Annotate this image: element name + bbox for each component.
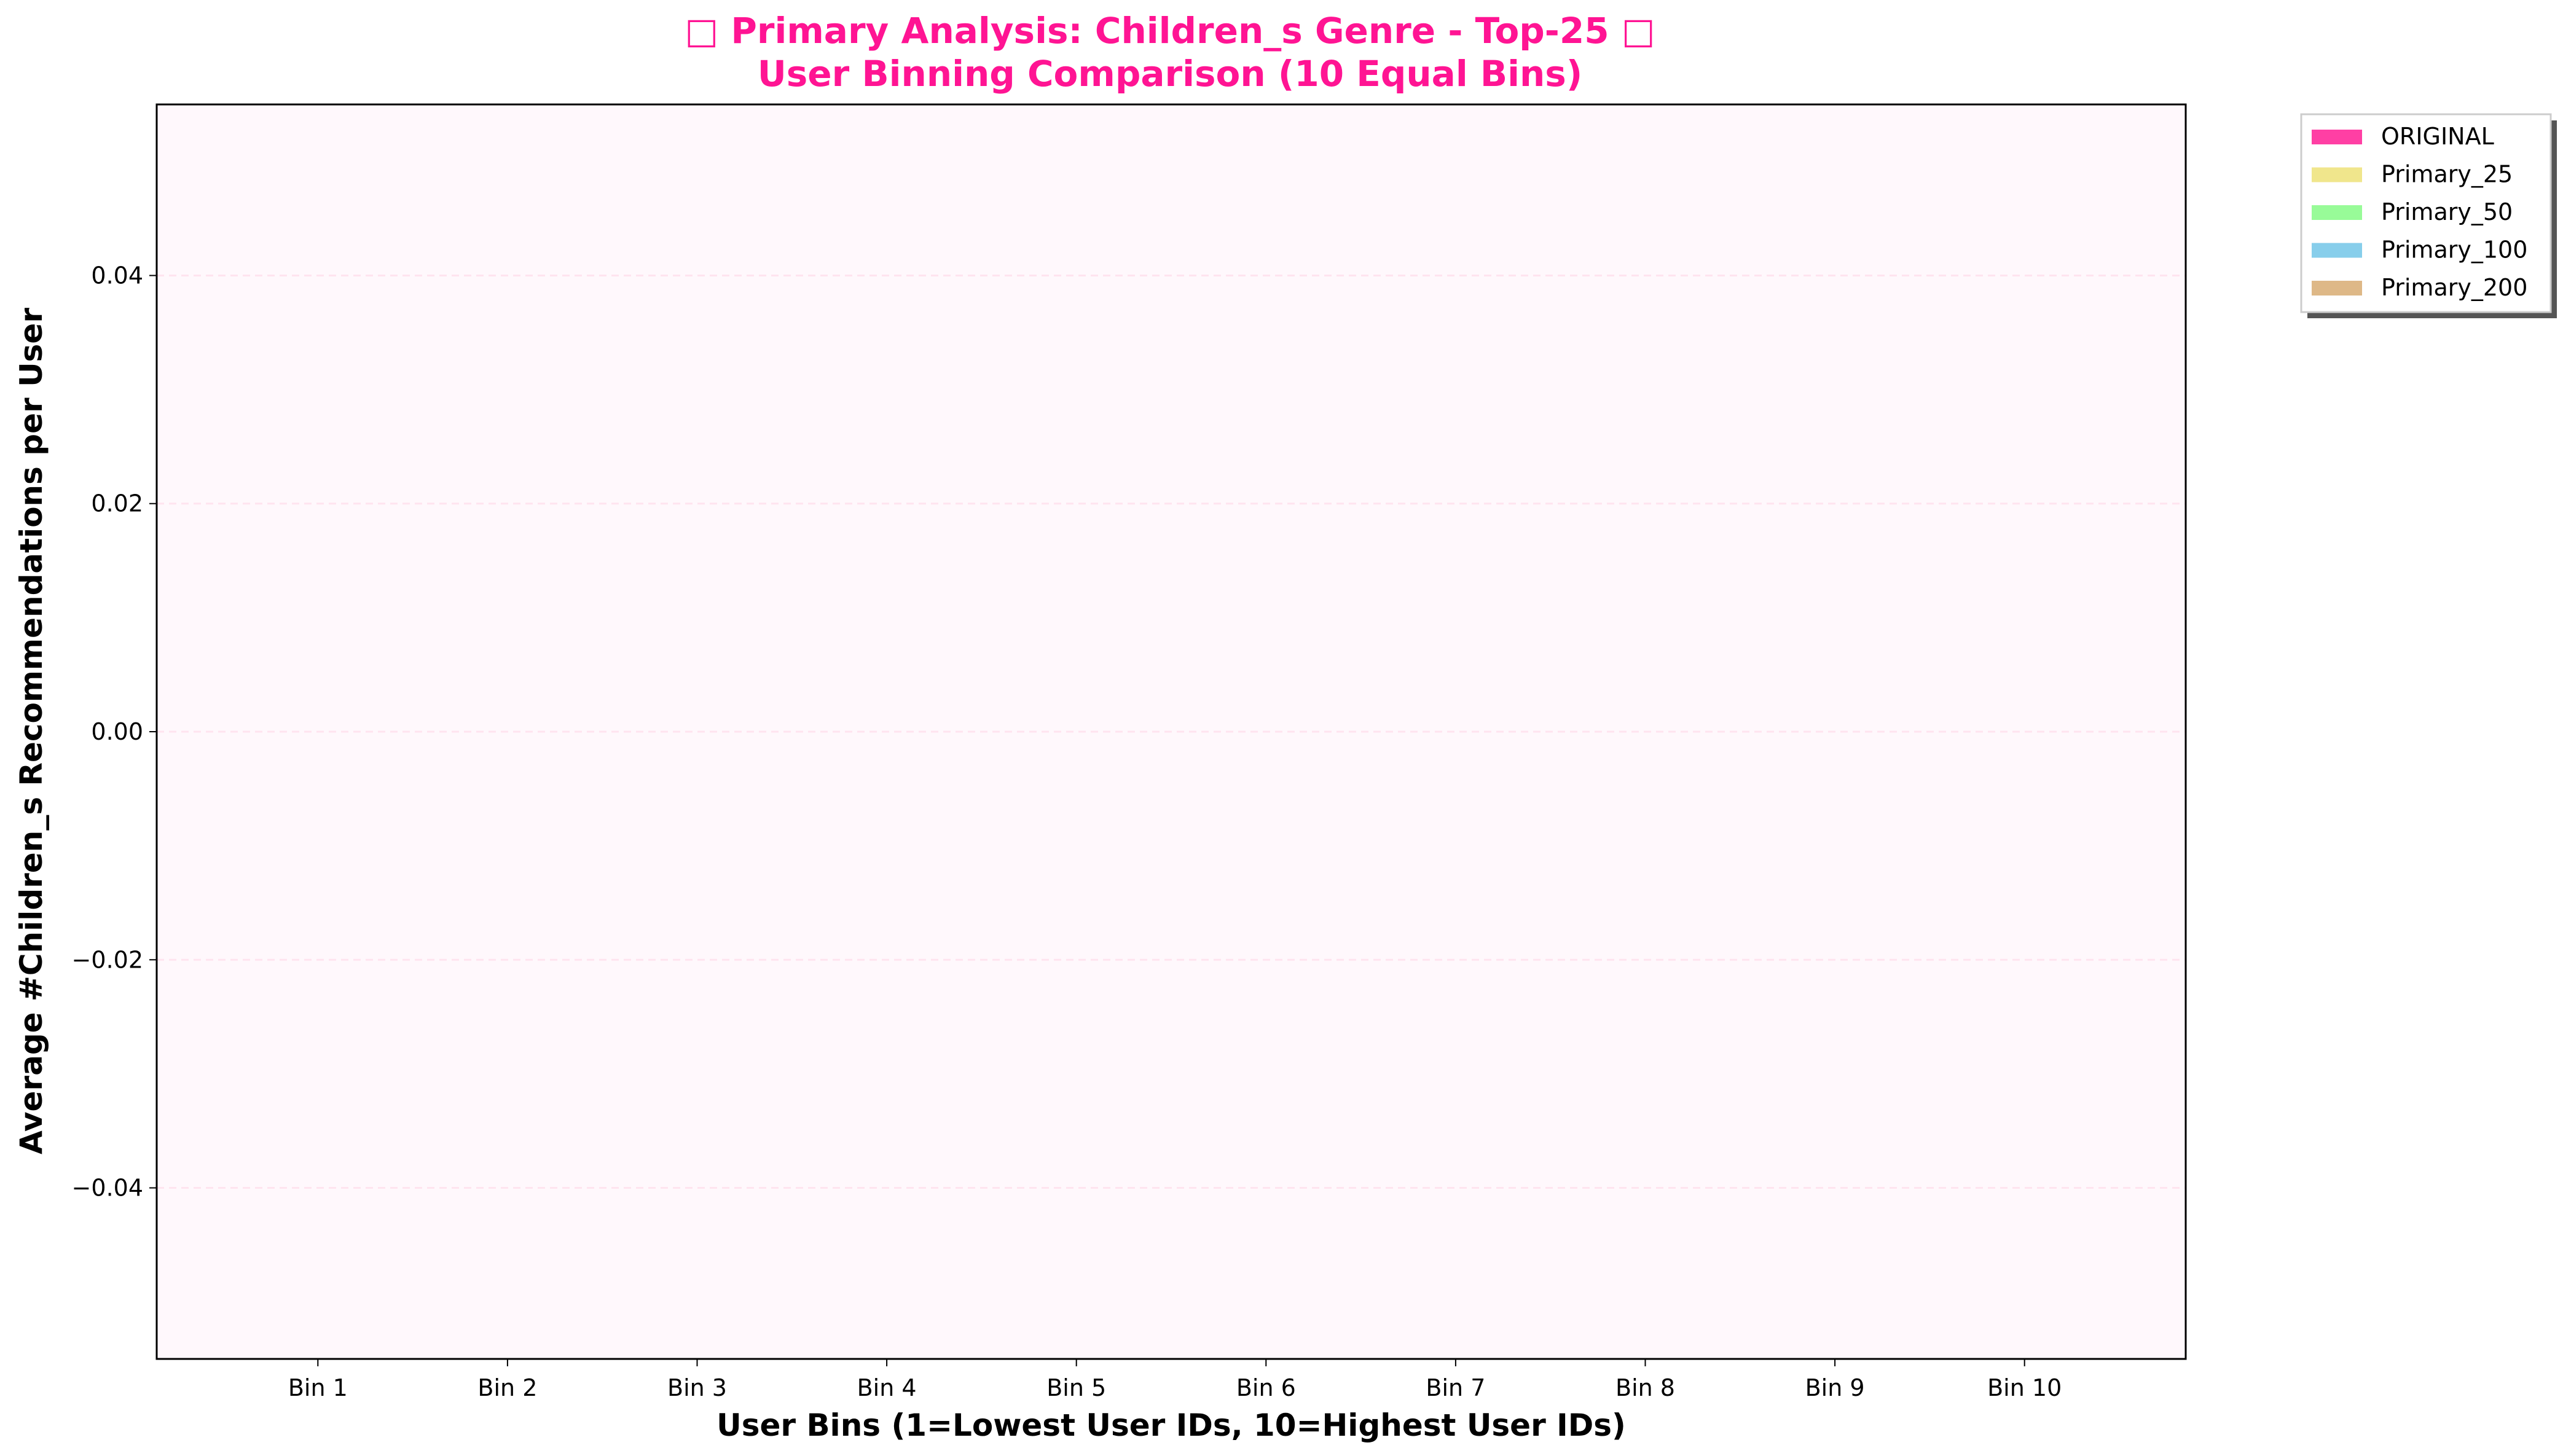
y-axis-label: Average #Children_s Recommendations per … [14, 308, 49, 1154]
x-axis: Bin 1 Bin 2 Bin 3 Bin 4 Bin 5 Bin 6 Bin 7 Bin 8… [288, 1359, 2062, 1401]
x-tick-label: Bin 5 [1046, 1374, 1106, 1401]
legend-swatch [2312, 205, 2362, 220]
x-tick-label: Bin 4 [857, 1374, 917, 1401]
legend-label: ORIGINAL [2381, 123, 2494, 150]
x-axis-label: User Bins (1=Lowest User IDs, 10=Highest… [716, 1407, 1626, 1443]
y-tick-label: 0.00 [91, 718, 143, 745]
x-tick-label: Bin 10 [1987, 1374, 2062, 1401]
y-tick-label: 0.02 [91, 490, 143, 517]
x-tick-label: Bin 2 [477, 1374, 537, 1401]
chart-subtitle: User Binning Comparison (10 Equal Bins) [758, 53, 1583, 95]
y-tick-label: −0.04 [72, 1175, 143, 1202]
legend-label: Primary_200 [2381, 274, 2527, 301]
chart-title: □ Primary Analysis: Children_s Genre - T… [685, 10, 1655, 52]
x-tick-label: Bin 9 [1805, 1374, 1865, 1401]
y-tick-label: 0.04 [91, 262, 143, 289]
y-axis: 0.04 0.02 0.00 −0.02 −0.04 [72, 262, 157, 1202]
legend-swatch [2312, 243, 2362, 258]
x-tick-label: Bin 6 [1236, 1374, 1296, 1401]
legend-swatch [2312, 167, 2362, 182]
x-tick-label: Bin 3 [667, 1374, 727, 1401]
grid [157, 274, 2186, 1189]
x-tick-label: Bin 1 [288, 1374, 348, 1401]
x-tick-label: Bin 8 [1615, 1374, 1675, 1401]
legend-items: ORIGINAL Primary_25 Primary_50 Primary_100 P… [2312, 123, 2527, 301]
legend: ORIGINAL Primary_25 Primary_50 Primary_100 P… [2300, 113, 2557, 318]
y-tick-label: −0.02 [72, 946, 143, 973]
legend-swatch [2312, 281, 2362, 296]
x-tick-label: Bin 7 [1426, 1374, 1485, 1401]
legend-label: Primary_50 [2381, 198, 2513, 225]
legend-label: Primary_25 [2381, 161, 2513, 188]
legend-label: Primary_100 [2381, 237, 2527, 264]
legend-swatch [2312, 130, 2362, 144]
